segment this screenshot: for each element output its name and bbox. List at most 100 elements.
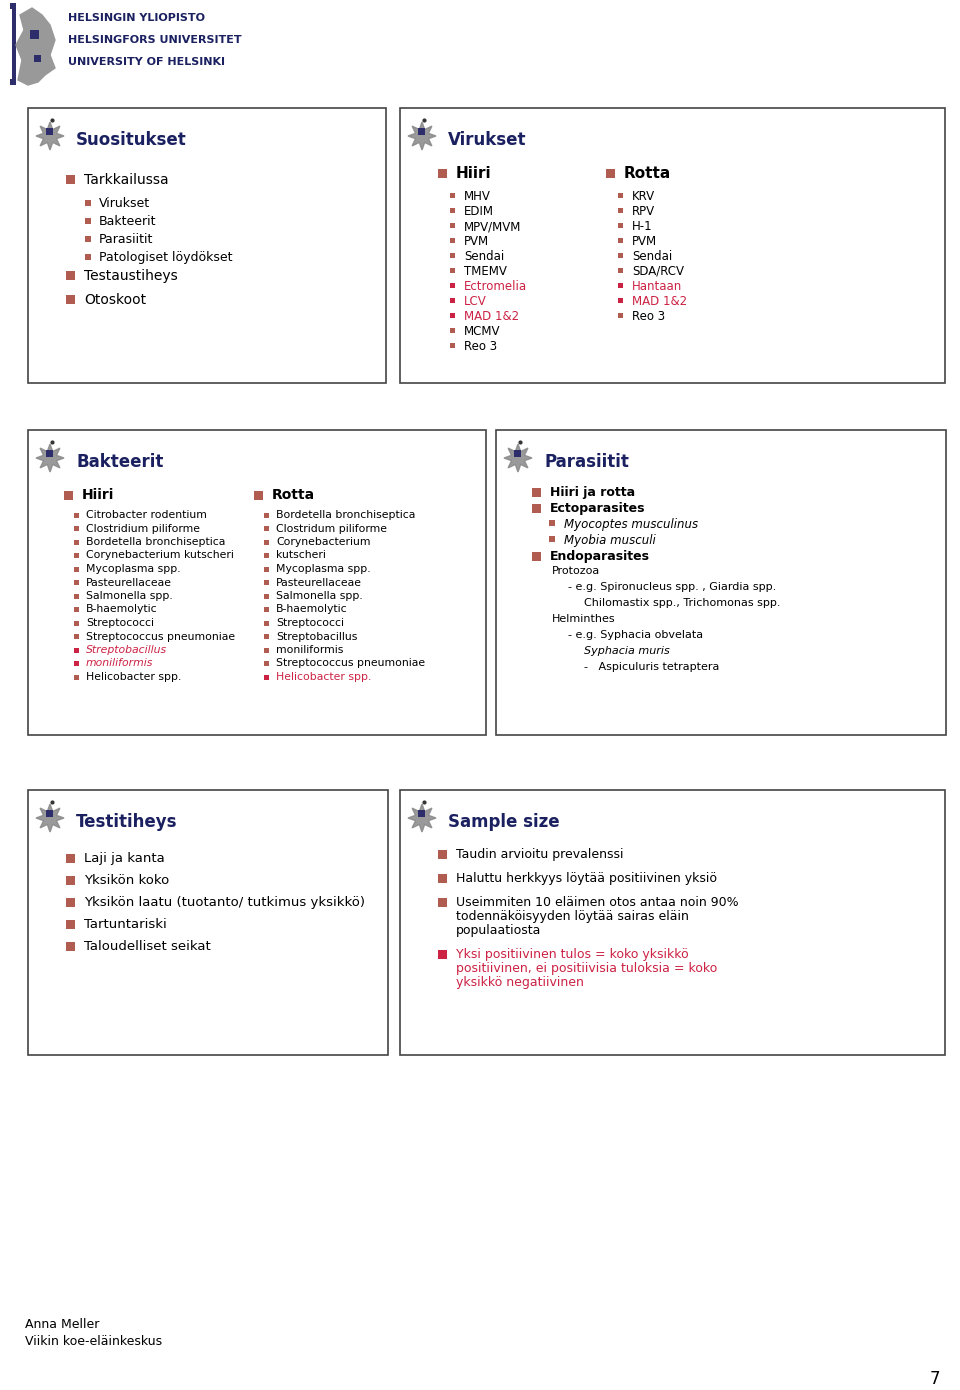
Polygon shape: [36, 122, 64, 150]
Text: Pasteurellaceae: Pasteurellaceae: [86, 577, 172, 588]
FancyBboxPatch shape: [617, 253, 622, 257]
Text: MPV/MVM: MPV/MVM: [464, 220, 521, 234]
FancyBboxPatch shape: [85, 236, 91, 242]
Text: MAD 1&2: MAD 1&2: [632, 295, 687, 309]
Text: moniliformis: moniliformis: [86, 659, 154, 669]
Text: B-haemolytic: B-haemolytic: [86, 605, 157, 614]
Text: todennäköisyyden löytää sairas eläin: todennäköisyyden löytää sairas eläin: [456, 910, 689, 923]
FancyBboxPatch shape: [617, 267, 622, 272]
FancyBboxPatch shape: [263, 594, 269, 599]
Text: Endoparasites: Endoparasites: [550, 550, 650, 563]
Text: LCV: LCV: [464, 295, 487, 309]
FancyBboxPatch shape: [449, 267, 454, 272]
Text: Corynebacterium: Corynebacterium: [276, 537, 371, 548]
Text: Citrobacter rodentium: Citrobacter rodentium: [86, 510, 206, 520]
FancyBboxPatch shape: [63, 491, 73, 499]
FancyBboxPatch shape: [74, 594, 79, 599]
FancyBboxPatch shape: [532, 503, 540, 513]
Text: Helicobacter spp.: Helicobacter spp.: [276, 671, 372, 682]
Text: Suositukset: Suositukset: [76, 131, 187, 149]
FancyBboxPatch shape: [617, 313, 622, 317]
FancyBboxPatch shape: [549, 537, 555, 542]
Text: Helicobacter spp.: Helicobacter spp.: [86, 671, 181, 682]
FancyBboxPatch shape: [85, 200, 91, 206]
Text: Patologiset löydökset: Patologiset löydökset: [99, 252, 232, 264]
FancyBboxPatch shape: [617, 282, 622, 288]
FancyBboxPatch shape: [74, 620, 79, 626]
Text: populaatiosta: populaatiosta: [456, 924, 541, 937]
Text: Salmonella spp.: Salmonella spp.: [276, 591, 363, 600]
Text: Protozoa: Protozoa: [552, 566, 600, 575]
Text: Salmonella spp.: Salmonella spp.: [86, 591, 173, 600]
Text: MAD 1&2: MAD 1&2: [464, 310, 519, 322]
Text: - e.g. Spironucleus spp. , Giardia spp.: - e.g. Spironucleus spp. , Giardia spp.: [568, 582, 777, 592]
FancyBboxPatch shape: [418, 810, 425, 817]
FancyBboxPatch shape: [449, 328, 454, 332]
FancyBboxPatch shape: [449, 238, 454, 242]
FancyBboxPatch shape: [65, 853, 75, 863]
Text: Streptococcus pneumoniae: Streptococcus pneumoniae: [276, 659, 425, 669]
FancyBboxPatch shape: [449, 253, 454, 257]
Text: Reo 3: Reo 3: [632, 310, 665, 322]
FancyBboxPatch shape: [28, 108, 386, 384]
FancyBboxPatch shape: [263, 607, 269, 612]
Text: Testaustiheys: Testaustiheys: [84, 270, 178, 284]
Text: EDIM: EDIM: [464, 204, 494, 218]
Text: HELSINGIN YLIOPISTO: HELSINGIN YLIOPISTO: [68, 13, 205, 24]
FancyBboxPatch shape: [263, 648, 269, 652]
Text: Hiiri ja rotta: Hiiri ja rotta: [550, 486, 636, 499]
Text: Hantaan: Hantaan: [632, 279, 683, 293]
FancyBboxPatch shape: [263, 525, 269, 531]
Text: Bordetella bronchiseptica: Bordetella bronchiseptica: [276, 510, 416, 520]
Text: Mycoplasma spp.: Mycoplasma spp.: [86, 564, 180, 574]
Text: Hiiri: Hiiri: [456, 165, 492, 181]
Text: moniliformis: moniliformis: [276, 645, 344, 655]
Text: Hiiri: Hiiri: [82, 488, 114, 502]
FancyBboxPatch shape: [263, 674, 269, 680]
FancyBboxPatch shape: [28, 790, 388, 1055]
FancyBboxPatch shape: [400, 108, 945, 384]
Text: PVM: PVM: [464, 235, 490, 247]
Text: Bakteerit: Bakteerit: [76, 453, 163, 471]
FancyBboxPatch shape: [74, 648, 79, 652]
Text: Anna Meller: Anna Meller: [25, 1318, 100, 1332]
Polygon shape: [36, 803, 64, 833]
FancyBboxPatch shape: [46, 128, 53, 135]
Text: H-1: H-1: [632, 220, 653, 234]
FancyBboxPatch shape: [449, 297, 454, 303]
FancyBboxPatch shape: [449, 222, 454, 228]
FancyBboxPatch shape: [65, 920, 75, 929]
Text: UNIVERSITY OF HELSINKI: UNIVERSITY OF HELSINKI: [68, 57, 225, 67]
FancyBboxPatch shape: [449, 282, 454, 288]
FancyBboxPatch shape: [10, 3, 16, 8]
FancyBboxPatch shape: [438, 949, 446, 959]
FancyBboxPatch shape: [74, 567, 79, 571]
FancyBboxPatch shape: [617, 192, 622, 197]
Text: Corynebacterium kutscheri: Corynebacterium kutscheri: [86, 550, 234, 560]
Text: Virukset: Virukset: [99, 197, 150, 210]
Text: B-haemolytic: B-haemolytic: [276, 605, 348, 614]
FancyBboxPatch shape: [606, 168, 614, 178]
Text: Syphacia muris: Syphacia muris: [584, 646, 670, 656]
Text: Useimmiten 10 eläimen otos antaa noin 90%: Useimmiten 10 eläimen otos antaa noin 90…: [456, 897, 738, 909]
FancyBboxPatch shape: [617, 297, 622, 303]
Text: Mycoplasma spp.: Mycoplasma spp.: [276, 564, 371, 574]
Text: MHV: MHV: [464, 190, 491, 203]
FancyBboxPatch shape: [74, 525, 79, 531]
FancyBboxPatch shape: [65, 876, 75, 884]
FancyBboxPatch shape: [74, 634, 79, 639]
Text: Yksikön koko: Yksikön koko: [84, 874, 169, 887]
FancyBboxPatch shape: [617, 207, 622, 213]
FancyBboxPatch shape: [438, 873, 446, 883]
Text: positiivinen, ei positiivisia tuloksia = koko: positiivinen, ei positiivisia tuloksia =…: [456, 962, 717, 974]
Polygon shape: [36, 443, 64, 473]
FancyBboxPatch shape: [449, 342, 454, 348]
Polygon shape: [408, 122, 436, 150]
Text: Pasteurellaceae: Pasteurellaceae: [276, 577, 362, 588]
FancyBboxPatch shape: [74, 580, 79, 585]
FancyBboxPatch shape: [449, 207, 454, 213]
Text: Chilomastix spp., Trichomonas spp.: Chilomastix spp., Trichomonas spp.: [584, 598, 780, 607]
Text: RPV: RPV: [632, 204, 655, 218]
FancyBboxPatch shape: [263, 513, 269, 517]
Text: KRV: KRV: [632, 190, 655, 203]
